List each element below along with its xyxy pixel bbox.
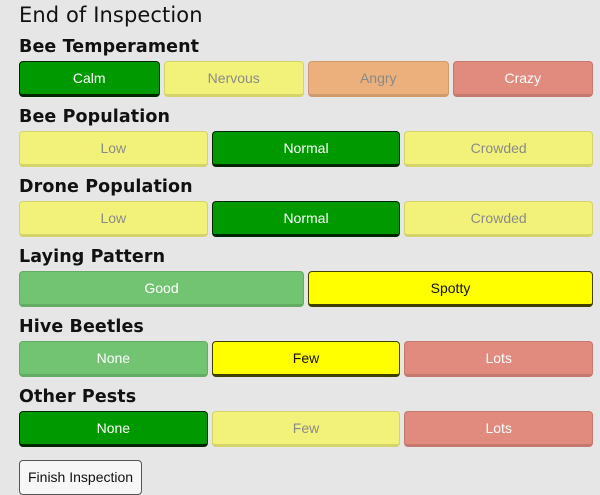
drone-population-options: Low Normal Crowded (19, 201, 594, 237)
option-none[interactable]: None (19, 411, 208, 447)
option-lots[interactable]: Lots (404, 411, 594, 447)
bee-population-options: Low Normal Crowded (19, 131, 594, 167)
section-drone-population: Drone Population Low Normal Crowded (19, 173, 594, 237)
hive-beetles-options: None Few Lots (19, 341, 594, 377)
option-low[interactable]: Low (19, 201, 208, 237)
option-none[interactable]: None (19, 341, 208, 377)
section-other-pests: Other Pests None Few Lots (19, 383, 594, 447)
option-crowded[interactable]: Crowded (404, 201, 594, 237)
option-low[interactable]: Low (19, 131, 208, 167)
option-few[interactable]: Few (211, 411, 401, 447)
option-calm[interactable]: Calm (19, 61, 160, 97)
option-good[interactable]: Good (19, 271, 304, 307)
option-lots[interactable]: Lots (404, 341, 594, 377)
option-normal[interactable]: Normal (211, 201, 401, 237)
section-title-laying-pattern: Laying Pattern (19, 247, 166, 267)
bee-temperament-options: Calm Nervous Angry Crazy (19, 61, 593, 97)
section-hive-beetles: Hive Beetles None Few Lots (19, 313, 594, 377)
section-laying-pattern: Laying Pattern Good Spotty (19, 243, 593, 307)
section-title-bee-population: Bee Population (19, 107, 171, 127)
option-few[interactable]: Few (211, 341, 401, 377)
inspection-form: End of Inspection Bee Temperament Calm N… (19, 0, 594, 495)
section-title-drone-population: Drone Population (19, 177, 193, 197)
option-spotty[interactable]: Spotty (308, 271, 593, 307)
section-title-bee-temperament: Bee Temperament (19, 37, 200, 57)
option-normal[interactable]: Normal (211, 131, 401, 167)
option-crowded[interactable]: Crowded (404, 131, 594, 167)
section-bee-temperament: Bee Temperament Calm Nervous Angry Crazy (19, 33, 593, 97)
page-title: End of Inspection (19, 3, 203, 27)
laying-pattern-options: Good Spotty (19, 271, 593, 307)
finish-inspection-button[interactable]: Finish Inspection (19, 460, 143, 495)
option-angry[interactable]: Angry (308, 61, 449, 97)
option-crazy[interactable]: Crazy (452, 61, 593, 97)
other-pests-options: None Few Lots (19, 411, 594, 447)
section-title-other-pests: Other Pests (19, 387, 137, 407)
option-nervous[interactable]: Nervous (163, 61, 304, 97)
section-bee-population: Bee Population Low Normal Crowded (19, 103, 594, 167)
section-title-hive-beetles: Hive Beetles (19, 317, 144, 337)
